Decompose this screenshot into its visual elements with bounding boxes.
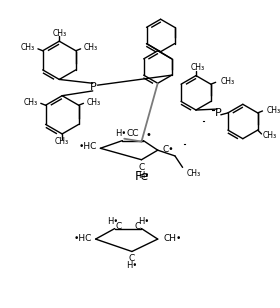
Text: CH₃: CH₃ [86,98,101,107]
Text: C: C [115,222,122,231]
Text: H•: H• [126,261,137,270]
Text: C: C [138,163,144,172]
Text: P: P [214,108,221,118]
Text: CH₃: CH₃ [52,29,66,38]
Text: CH₃: CH₃ [191,63,205,72]
Text: H•: H• [115,129,126,138]
Text: CH₃: CH₃ [262,131,277,140]
Text: CH₃: CH₃ [220,77,235,86]
Text: CH₃: CH₃ [55,137,69,146]
Text: CH•: CH• [164,234,182,243]
Text: C: C [134,222,141,231]
Text: H•: H• [138,217,149,226]
Text: C: C [129,254,135,263]
Text: CH₃: CH₃ [24,98,38,107]
Text: CC: CC [126,129,139,138]
Text: •HC: •HC [78,142,97,151]
Text: •HC: •HC [73,234,92,243]
Text: CH₃: CH₃ [186,168,200,178]
Text: CH₃: CH₃ [83,43,98,52]
Text: CH₃: CH₃ [266,106,280,115]
Text: H•: H• [107,217,118,226]
Text: Fe: Fe [134,170,149,184]
Text: P: P [90,82,97,92]
Text: CH₃: CH₃ [21,43,35,52]
Text: C•: C• [162,145,174,154]
Text: •: • [145,130,151,140]
Text: H•: H• [138,172,149,180]
